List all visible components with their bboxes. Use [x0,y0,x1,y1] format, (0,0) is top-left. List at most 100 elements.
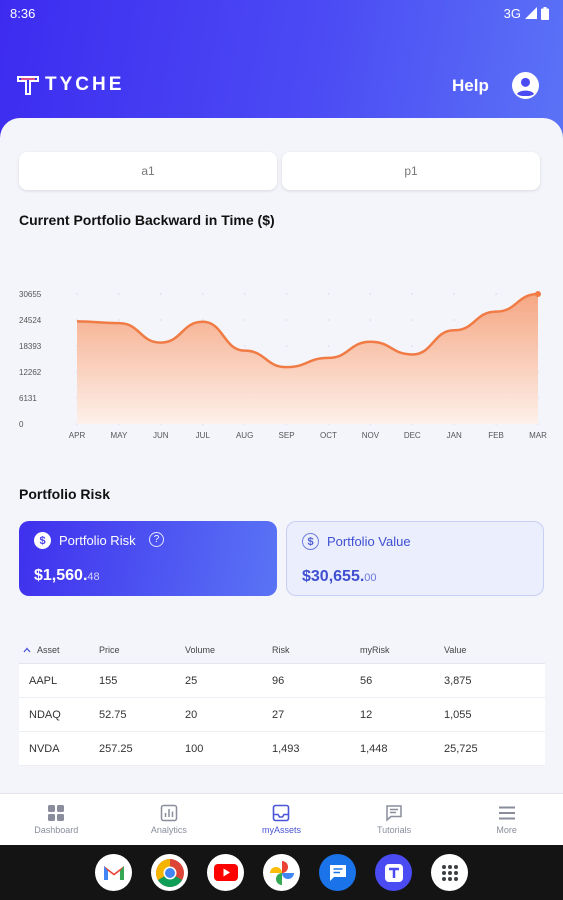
grid-dot [411,345,414,347]
account-selector[interactable]: a1 [19,152,277,190]
portfolio-risk-amount: $1,560. [34,567,88,584]
portfolio-selector[interactable]: p1 [282,152,540,190]
chart-area [77,294,538,424]
column-value[interactable]: Value [444,644,467,655]
battery-icon [541,6,549,20]
grid-dot [285,319,288,321]
grid-dot [411,293,414,295]
nav-more[interactable]: More [450,794,563,845]
tyche-logo-icon [17,76,39,95]
bottom-navigation: Dashboard Analytics myAssets Tutorials M… [0,793,563,845]
photos-app[interactable] [263,854,300,891]
menu-icon [498,806,515,820]
portfolio-risk-cents: 48 [87,571,100,583]
x-tick-label: APR [69,431,86,440]
app-drawer[interactable] [431,854,468,891]
table-row[interactable]: NVDA 257.25 100 1,493 1,448 25,725 [19,732,545,766]
grid-dot [285,293,288,295]
assets-table: Asset Price Volume Risk myRisk Value AAP… [19,636,545,766]
grid-dot [369,293,372,295]
question-icon[interactable]: ? [149,532,164,547]
x-tick-label: NOV [362,431,380,440]
column-price[interactable]: Price [99,644,120,655]
status-bar: 8:36 3G [10,5,549,21]
profile-icon[interactable] [512,72,539,99]
apps-grid-icon [441,864,458,881]
grid-dot [160,293,162,295]
x-tick-label: MAR [529,431,547,440]
portfolio-value-cents: 00 [364,572,377,584]
grid-icon [48,805,65,821]
chat-bubble-icon [329,864,346,881]
portfolio-value-amount: $30,655. [302,568,365,585]
x-tick-label: OCT [320,431,337,440]
grid-dot [495,293,497,295]
dollar-icon: $ [302,533,319,550]
grid-dot [243,319,246,321]
grid-dot [160,319,162,321]
column-risk[interactable]: Risk [272,644,290,655]
nav-analytics[interactable]: Analytics [113,794,226,845]
portfolio-value-label: Portfolio Value [327,534,411,549]
grid-dot [243,345,246,347]
tyche-app-icon [384,863,403,882]
portfolio-value-card[interactable]: $ Portfolio Value $30,655.00 [286,521,544,596]
photos-icon [269,860,294,885]
y-tick-label: 30655 [19,290,42,299]
grid-dot [285,345,288,347]
y-tick-label: 0 [19,420,24,429]
bar-chart-icon [160,804,178,822]
grid-dot [327,345,330,347]
grid-dot [411,319,414,321]
data-point[interactable] [535,291,541,297]
x-tick-label: MAY [111,431,128,440]
grid-dot [453,293,455,295]
chart-line [76,292,539,369]
sort-up-icon [23,647,31,652]
system-taskbar [0,845,563,900]
y-tick-label: 12262 [19,368,42,377]
x-tick-label: JAN [447,431,462,440]
dollar-icon: $ [34,532,51,549]
table-row[interactable]: NDAQ 52.75 20 27 12 1,055 [19,698,545,732]
grid-dot [201,293,204,295]
grid-dot [327,293,330,295]
y-tick-label: 24524 [19,316,42,325]
column-volume[interactable]: Volume [185,644,216,655]
youtube-app[interactable] [207,854,244,891]
y-tick-label: 6131 [19,394,37,403]
column-myrisk[interactable]: myRisk [360,644,390,655]
brand-logo: TYCHE [17,74,124,96]
nav-tutorials[interactable]: Tutorials [338,794,451,845]
portfolio-risk-label: Portfolio Risk [59,533,136,548]
grid-dot [453,319,455,321]
gmail-app[interactable] [95,854,132,891]
nav-myassets[interactable]: myAssets [225,794,338,845]
gmail-icon [103,866,124,880]
help-link[interactable]: Help [452,76,489,95]
inbox-icon [273,804,290,822]
x-tick-label: AUG [236,431,253,440]
portfolio-chart: 30655 24524 18393 12262 6131 0 APR MAY JUN JUL AU… [19,290,547,440]
brand-name: TYCHE [45,74,125,95]
x-tick-label: SEP [279,431,295,440]
grid-dot [201,319,204,321]
x-tick-label: JUN [153,431,169,440]
grid-dot [76,293,78,295]
grid-dot [118,319,120,321]
table-row[interactable]: AAPL 155 25 96 56 3,875 [19,664,545,698]
nav-dashboard[interactable]: Dashboard [0,794,113,845]
grid-dot [243,293,246,295]
chrome-app[interactable] [151,854,188,891]
column-asset[interactable]: Asset [19,645,99,655]
youtube-icon [213,864,238,881]
messages-app[interactable] [319,854,356,891]
grid-dot [327,319,330,321]
chart-title: Current Portfolio Backward in Time ($) [19,212,275,228]
status-time: 8:36 [10,5,36,21]
table-header: Asset Price Volume Risk myRisk Value [19,636,545,664]
network-label: 3G [503,5,521,21]
chrome-icon [155,858,184,887]
tyche-app[interactable] [375,854,412,891]
portfolio-risk-card[interactable]: $ Portfolio Risk ? $1,560.48 [19,521,277,596]
